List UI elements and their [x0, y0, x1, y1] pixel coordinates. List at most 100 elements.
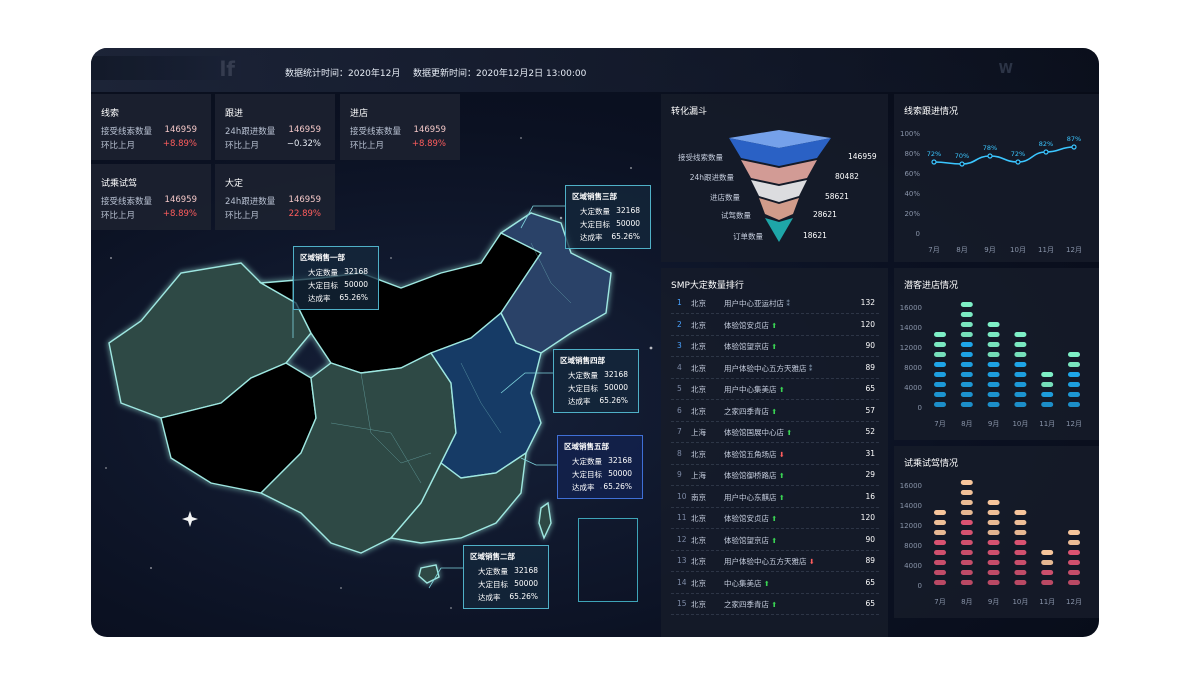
bar-segment: [934, 540, 946, 545]
rank-number: 14: [677, 577, 687, 587]
ranking-row[interactable]: 8 北京 体验馆五角场店 ⬇ 31: [671, 443, 879, 465]
ranking-row[interactable]: 7 上海 体验馆国展中心店 ⬆ 52: [671, 421, 879, 443]
store-branch: 用户中心东麒店: [724, 492, 777, 502]
ranking-row[interactable]: 15 北京 之家四季青店 ⬆ 65: [671, 593, 879, 615]
kpi-card-test-drive[interactable]: 试乘试驾 接受线索数量 146959 环比上月 +8.89%: [91, 164, 211, 230]
ranking-row[interactable]: 6 北京 之家四季青店 ⬆ 57: [671, 400, 879, 422]
bar-segment: [987, 382, 1000, 387]
map-region-hainan[interactable]: [418, 564, 440, 584]
china-sales-map[interactable]: [101, 203, 661, 603]
secondary-logo: W: [998, 62, 1013, 77]
y-tick-label: 14000: [900, 324, 922, 332]
bar[interactable]: [1041, 550, 1054, 585]
stat-time: 数据统计时间：2020年12月: [285, 69, 401, 79]
bar-segment: [1041, 372, 1054, 377]
bar-segment: [960, 392, 973, 397]
bar-segment: [934, 530, 946, 535]
data-point[interactable]: [959, 161, 965, 167]
kpi-row1-label: 接受线索数量: [101, 127, 153, 137]
bar-segment: [960, 560, 973, 565]
bar-segment: [1014, 352, 1027, 357]
ranking-row[interactable]: 10 南京 用户中心东麒店 ⬆ 16: [671, 486, 879, 508]
ranking-row[interactable]: 13 北京 用户体验中心五方天雅店 ⬇ 89: [671, 550, 879, 572]
region-label: 达成率: [580, 233, 603, 242]
region-value: 32168: [616, 206, 640, 215]
ranking-row[interactable]: 4 北京 用户体验中心五方天雅店 ⁑ 89: [671, 357, 879, 379]
store-branch: 体验馆安贞店: [724, 514, 769, 523]
map-region-south[interactable]: [389, 451, 527, 544]
ranking-row[interactable]: 9 上海 体验馆御桥路店 ⬆ 29: [671, 464, 879, 486]
trend-flat-icon: ⁑: [786, 300, 790, 308]
ranking-row[interactable]: 1 北京 用户中心亚运村店 ⁑ 132: [671, 292, 879, 314]
trend-up-icon: ⬆: [786, 429, 793, 437]
bar[interactable]: [1041, 372, 1054, 407]
ranking-row[interactable]: 14 北京 中心集美店 ⬆ 65: [671, 572, 879, 594]
trend-up-icon: ⬆: [771, 601, 778, 609]
map-region-northeast[interactable]: [499, 212, 612, 354]
data-point[interactable]: [1043, 149, 1049, 155]
store-branch: 体验馆望京店: [724, 535, 769, 545]
ranking-row[interactable]: 12 北京 体验馆望京店 ⬆ 90: [671, 529, 879, 551]
bar-segment: [1014, 540, 1027, 545]
bar-segment: [960, 402, 973, 407]
kpi-card-store-visits[interactable]: 进店 接受线索数量 146959 环比上月 +8.89%: [340, 94, 460, 160]
bar-segment: [987, 352, 1000, 357]
ranking-row[interactable]: 11 北京 体验馆安贞店 ⬆ 120: [671, 507, 879, 529]
rank-number: 5: [677, 384, 682, 393]
map-region-taiwan[interactable]: [538, 501, 552, 540]
ranking-row[interactable]: 2 北京 体验馆安贞店 ⬆ 120: [671, 314, 879, 336]
bar-segment: [1068, 570, 1080, 575]
bar[interactable]: [1068, 530, 1080, 585]
bar-segment: [934, 510, 946, 515]
bar[interactable]: [960, 480, 973, 585]
region-callout-4[interactable]: 区域销售四部 大定数量 32168 大定目标 50000 达成率 65.26%: [553, 349, 639, 413]
ranking-row[interactable]: 3 北京 体验馆望京店 ⬆ 90: [671, 335, 879, 357]
bar-segment: [960, 372, 973, 377]
x-tick-label: 8月: [961, 598, 972, 606]
region-value: 50000: [604, 383, 628, 392]
bar-segment: [987, 402, 1000, 407]
x-tick-label: 8月: [961, 420, 972, 428]
bar[interactable]: [1068, 352, 1080, 407]
bar[interactable]: [934, 332, 946, 407]
update-time: 数据更新时间：2020年12月2日 13:00:00: [413, 69, 587, 79]
x-tick-label: 12月: [1066, 598, 1082, 606]
data-point[interactable]: [987, 153, 993, 159]
region-callout-2[interactable]: 区域销售二部 大定数量 32168 大定目标 50000 达成率 65.26%: [463, 545, 549, 609]
region-value: 65.26%: [339, 293, 368, 302]
kpi-card-clues[interactable]: 线索 接受线索数量 146959 环比上月 +8.89%: [91, 94, 211, 160]
y-tick-label: 80%: [904, 150, 920, 158]
bar-segment: [1014, 382, 1027, 387]
data-point[interactable]: [931, 159, 937, 165]
bar[interactable]: [987, 500, 1000, 585]
trend-up-icon: ⬆: [771, 321, 778, 330]
kpi-card-orders[interactable]: 大定 24h跟进数量 146959 环比上月 22.89%: [215, 164, 335, 230]
bar-segment: [1014, 530, 1027, 535]
bar[interactable]: [960, 302, 973, 407]
rank-value: 90: [865, 534, 875, 544]
store-city: 北京: [691, 299, 706, 308]
data-label: 70%: [955, 152, 969, 160]
bar[interactable]: [1014, 510, 1027, 585]
data-point[interactable]: [1015, 159, 1021, 165]
bar-segment: [987, 560, 1000, 565]
region-label: 大定目标: [572, 470, 602, 479]
kpi-card-followup[interactable]: 跟进 24h跟进数量 146959 环比上月 −0.32%: [215, 94, 335, 160]
funnel-stage-label: 试驾数量: [721, 211, 751, 220]
bar-segment: [934, 332, 946, 337]
region-callout-3[interactable]: 区域销售三部 大定数量 32168 大定目标 50000 达成率 65.26%: [565, 185, 651, 249]
store-name: 北京 体验馆五角场店 ⬇: [691, 449, 785, 460]
data-point[interactable]: [1071, 144, 1077, 150]
map-region-east[interactable]: [429, 311, 542, 479]
store-branch: 体验馆五角场店: [724, 449, 777, 459]
rank-number: 9: [677, 470, 682, 479]
region-callout-5[interactable]: 区域销售五部 大定数量 32168 大定目标 50000 达成率 65.26%: [557, 435, 643, 499]
bar-segment: [1041, 560, 1054, 565]
bar[interactable]: [987, 322, 1000, 407]
kpi-row2-label: 环比上月: [350, 141, 385, 151]
bar[interactable]: [1014, 332, 1027, 407]
bar[interactable]: [934, 510, 946, 585]
ranking-row[interactable]: 5 北京 用户中心集美店 ⬆ 65: [671, 378, 879, 400]
region-callout-1[interactable]: 区域销售一部 大定数量 32168 大定目标 50000 达成率 65.26%: [293, 246, 379, 310]
bar-segment: [987, 570, 1000, 575]
